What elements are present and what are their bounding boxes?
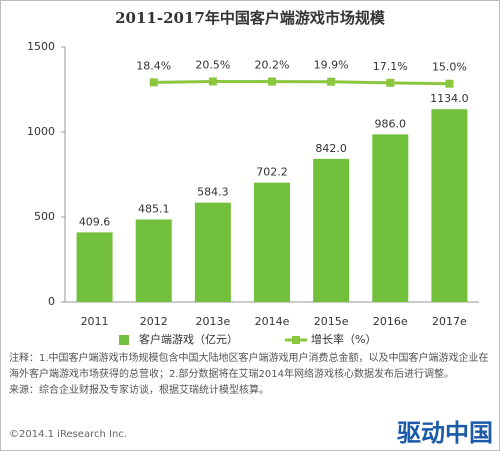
- data-label: 485.1: [138, 203, 170, 216]
- bar: [76, 232, 113, 302]
- x-tick-label: 2016e: [373, 315, 408, 328]
- line-marker: [327, 77, 336, 86]
- data-label: 15.0%: [432, 61, 467, 74]
- legend-label: 增长率（%）: [311, 332, 376, 346]
- data-label: 986.0: [375, 117, 407, 130]
- data-label: 20.5%: [195, 58, 230, 71]
- bar: [313, 158, 350, 302]
- legend-swatch: [292, 336, 300, 344]
- x-tick-label: 2013e: [195, 315, 230, 328]
- data-label: 19.9%: [314, 59, 349, 72]
- data-label: 17.1%: [373, 60, 408, 73]
- x-tick-label: 2017e: [432, 315, 467, 328]
- watermark: 驱动中国: [397, 419, 493, 447]
- x-tick-label: 2015e: [314, 315, 349, 328]
- legend-swatch: [119, 335, 129, 345]
- source: 来源：综合企业财报及专家访谈，根据艾瑞统计模型核算。: [9, 385, 269, 396]
- x-tick-label: 2011: [81, 315, 109, 328]
- y-tick-label: 0: [48, 295, 55, 308]
- line-marker: [149, 78, 158, 87]
- bar: [194, 202, 231, 302]
- y-tick-label: 500: [34, 210, 55, 223]
- data-label: 584.3: [197, 186, 229, 199]
- bar: [254, 182, 290, 302]
- data-label: 842.0: [315, 142, 347, 155]
- bar: [372, 134, 409, 302]
- data-label: 18.4%: [136, 59, 171, 72]
- legend-label: 客户端游戏（亿元）: [139, 332, 238, 346]
- bar: [135, 219, 172, 302]
- chart-title: 2011-2017年中国客户端游戏市场规模: [115, 9, 386, 27]
- line-marker: [445, 79, 454, 88]
- line-marker: [268, 77, 276, 86]
- y-tick-label: 1000: [27, 125, 55, 138]
- line-marker: [386, 78, 395, 87]
- note: 注释：1.中国客户端游戏市场规模包含中国大陆地区客户端游戏用户消费总金额，以及中…: [9, 353, 489, 380]
- data-label: 409.6: [79, 215, 111, 228]
- copyright: ©2014.1 iResearch Inc.: [9, 429, 127, 440]
- x-tick-label: 2014e: [255, 315, 290, 328]
- line: [153, 79, 450, 86]
- x-tick-label: 2012: [140, 315, 168, 328]
- data-label: 702.2: [256, 166, 288, 179]
- bar: [431, 109, 468, 302]
- line-marker: [208, 77, 217, 86]
- data-label: 1134.0: [430, 92, 469, 105]
- data-label: 20.2%: [255, 59, 290, 72]
- y-tick-label: 1500: [27, 40, 55, 53]
